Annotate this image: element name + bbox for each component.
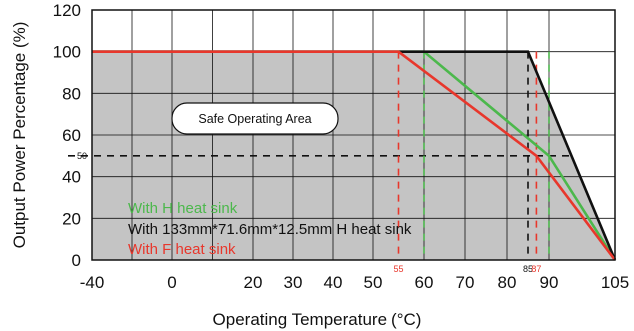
x-tick-label: 40	[324, 273, 343, 292]
y-tick-label: 80	[62, 84, 81, 103]
x-tick-label: 20	[244, 273, 263, 292]
x-axis-unit: (°C)	[391, 310, 421, 329]
y-tick-label: 0	[72, 251, 81, 270]
x-tick-label: 30	[284, 273, 303, 292]
x-tick-label: 50	[364, 273, 383, 292]
ref-label-x-55: 55	[393, 264, 403, 274]
y-tick-label: 60	[62, 126, 81, 145]
safe-area-label: Safe Operating Area	[198, 112, 311, 126]
y-tick-labels: 0 20 40 60 80 100 120	[53, 1, 81, 270]
x-tick-label: 80	[498, 273, 517, 292]
x-tick-label: 70	[456, 273, 475, 292]
series-lines	[92, 50, 617, 261]
y-tick-label: 100	[53, 43, 81, 62]
x-axis-label-text: Operating Temperature	[213, 310, 388, 329]
ref-label-y-50: 50	[77, 151, 87, 161]
y-tick-label: 120	[53, 1, 81, 20]
x-tick-label: 60	[415, 273, 434, 292]
x-tick-label: -40	[80, 273, 105, 292]
y-tick-label: 40	[62, 168, 81, 187]
x-tick-label: 105	[601, 273, 629, 292]
x-axis-label: Operating Temperature (°C)	[213, 310, 422, 329]
legend-f-heat-sink: With F heat sink	[128, 241, 236, 258]
y-tick-label: 20	[62, 209, 81, 228]
legend-h-heat-sink: With H heat sink	[128, 200, 238, 217]
ref-label-x-85: 85	[523, 264, 533, 274]
series-line-2	[92, 50, 617, 261]
ref-label-x-87: 87	[531, 264, 541, 274]
plot-frame	[91, 9, 616, 261]
y-axis-label: Output Power Percentage (%)	[10, 22, 29, 249]
safe-area-box-frame	[171, 102, 339, 135]
x-tick-label: 0	[167, 273, 176, 292]
x-tick-label: 90	[540, 273, 559, 292]
x-tick-labels: -40 0 20 30 40 50 60 70 80 90 105	[80, 273, 629, 292]
safe-area-box: Safe Operating Area	[171, 102, 339, 135]
legend: With H heat sink With 133mm*71.6mm*12.5m…	[128, 200, 412, 258]
legend-133mm-heat-sink: With 133mm*71.6mm*12.5mm H heat sink	[128, 221, 412, 238]
